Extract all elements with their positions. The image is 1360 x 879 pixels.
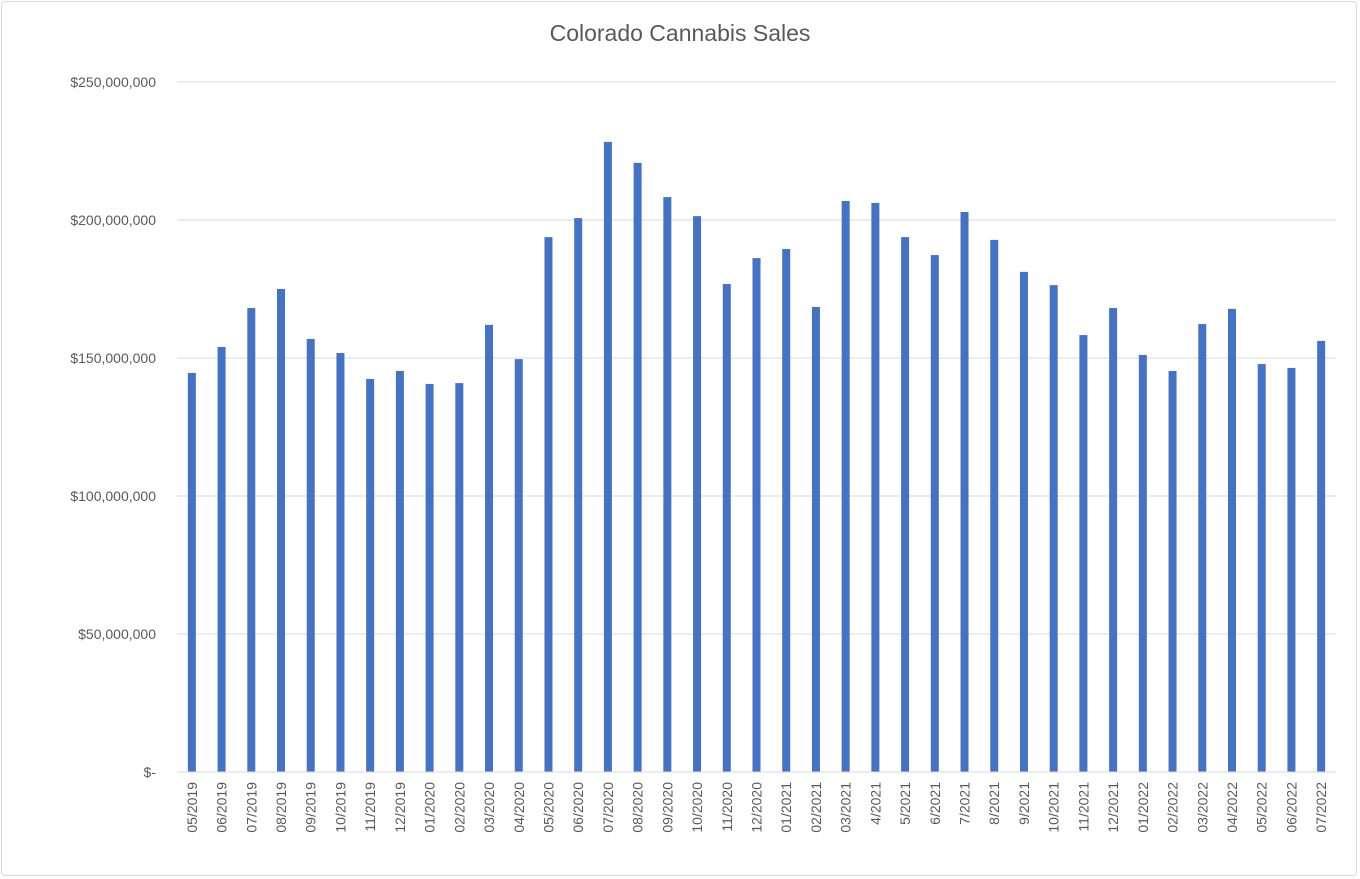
y-tick-label: $250,000,000 bbox=[70, 74, 156, 90]
bar bbox=[1109, 308, 1118, 772]
bar bbox=[1287, 367, 1296, 772]
x-tick-label: 03/2021 bbox=[838, 782, 854, 833]
x-tick-label: 03/2022 bbox=[1194, 782, 1210, 833]
x-tick-label: 01/2021 bbox=[778, 782, 794, 833]
x-tick-label: 06/2022 bbox=[1283, 782, 1299, 833]
x-tick-label: 09/2019 bbox=[303, 782, 319, 833]
y-tick-label: $- bbox=[144, 764, 157, 780]
bar bbox=[1257, 364, 1266, 772]
x-tick-label: 12/2020 bbox=[749, 782, 765, 833]
x-tick-label: 12/2019 bbox=[392, 782, 408, 833]
x-tick-label: 07/2022 bbox=[1313, 782, 1329, 833]
x-tick-label: 06/2019 bbox=[214, 782, 230, 833]
bar bbox=[752, 258, 761, 772]
bar bbox=[1049, 285, 1058, 772]
bar bbox=[1168, 370, 1177, 772]
bar bbox=[277, 289, 286, 772]
x-tick-label: 11/2021 bbox=[1075, 782, 1091, 832]
x-tick-label: 01/2020 bbox=[422, 782, 438, 833]
bar bbox=[722, 284, 731, 772]
bar bbox=[990, 239, 999, 772]
x-tick-label: 02/2021 bbox=[808, 782, 824, 833]
x-tick-label: 09/2020 bbox=[659, 782, 675, 833]
bar bbox=[425, 383, 434, 772]
bar bbox=[306, 338, 315, 772]
bar bbox=[485, 324, 494, 772]
x-tick-label: 02/2022 bbox=[1165, 782, 1181, 833]
bar bbox=[901, 237, 910, 772]
x-tick-label: 02/2020 bbox=[451, 782, 467, 833]
bar bbox=[1138, 354, 1147, 772]
bar bbox=[247, 308, 256, 772]
x-tick-label: 05/2019 bbox=[184, 782, 200, 833]
x-tick-label: 06/2020 bbox=[570, 782, 586, 833]
bar bbox=[366, 378, 375, 772]
x-tick-label: 08/2019 bbox=[273, 782, 289, 833]
x-tick-label: 4/2021 bbox=[867, 782, 883, 825]
bar bbox=[1019, 271, 1028, 772]
bar bbox=[1198, 324, 1207, 772]
bar bbox=[1079, 335, 1088, 772]
x-tick-label: 03/2020 bbox=[481, 782, 497, 833]
x-tick-label: 11/2020 bbox=[719, 782, 735, 832]
bar bbox=[336, 353, 345, 772]
x-tick-label: 05/2022 bbox=[1254, 782, 1270, 833]
bar bbox=[871, 202, 880, 772]
bar bbox=[782, 248, 791, 773]
bar bbox=[663, 197, 672, 773]
bar bbox=[693, 216, 702, 773]
x-tick-label: 10/2019 bbox=[332, 782, 348, 833]
y-tick-label: $150,000,000 bbox=[70, 350, 156, 366]
x-tick-label: 7/2021 bbox=[957, 782, 973, 825]
y-tick-label: $100,000,000 bbox=[70, 488, 156, 504]
bar bbox=[841, 200, 850, 772]
bar bbox=[603, 141, 612, 773]
bar bbox=[574, 218, 583, 772]
bar bbox=[811, 306, 820, 772]
x-tick-label: 07/2020 bbox=[600, 782, 616, 833]
y-tick-label: $50,000,000 bbox=[78, 626, 156, 642]
x-tick-label: 07/2019 bbox=[243, 782, 259, 833]
x-tick-label: 05/2020 bbox=[540, 782, 556, 833]
x-tick-label: 04/2020 bbox=[511, 782, 527, 833]
bar bbox=[544, 237, 553, 772]
x-tick-label: 12/2021 bbox=[1105, 782, 1121, 833]
x-tick-label: 9/2021 bbox=[1016, 782, 1032, 825]
x-tick-label: 6/2021 bbox=[927, 782, 943, 825]
x-tick-label: 5/2021 bbox=[897, 782, 913, 825]
x-tick-label: 04/2022 bbox=[1224, 782, 1240, 833]
bar bbox=[187, 372, 196, 772]
bar bbox=[633, 162, 642, 773]
bar bbox=[1227, 308, 1236, 772]
bar bbox=[960, 211, 969, 773]
x-tick-label: 10/2020 bbox=[689, 782, 705, 833]
x-tick-label: 11/2019 bbox=[362, 782, 378, 832]
x-tick-label: 08/2020 bbox=[630, 782, 646, 833]
bar bbox=[930, 255, 939, 772]
bar bbox=[514, 359, 523, 772]
x-tick-label: 01/2022 bbox=[1135, 782, 1151, 833]
x-tick-label: 10/2021 bbox=[1046, 782, 1062, 833]
bar bbox=[1317, 340, 1326, 772]
bar bbox=[455, 383, 464, 772]
y-tick-label: $200,000,000 bbox=[70, 212, 156, 228]
bar bbox=[217, 346, 226, 772]
chart-title: Colorado Cannabis Sales bbox=[549, 20, 811, 46]
x-tick-label: 8/2021 bbox=[986, 782, 1002, 825]
bar bbox=[395, 370, 404, 772]
